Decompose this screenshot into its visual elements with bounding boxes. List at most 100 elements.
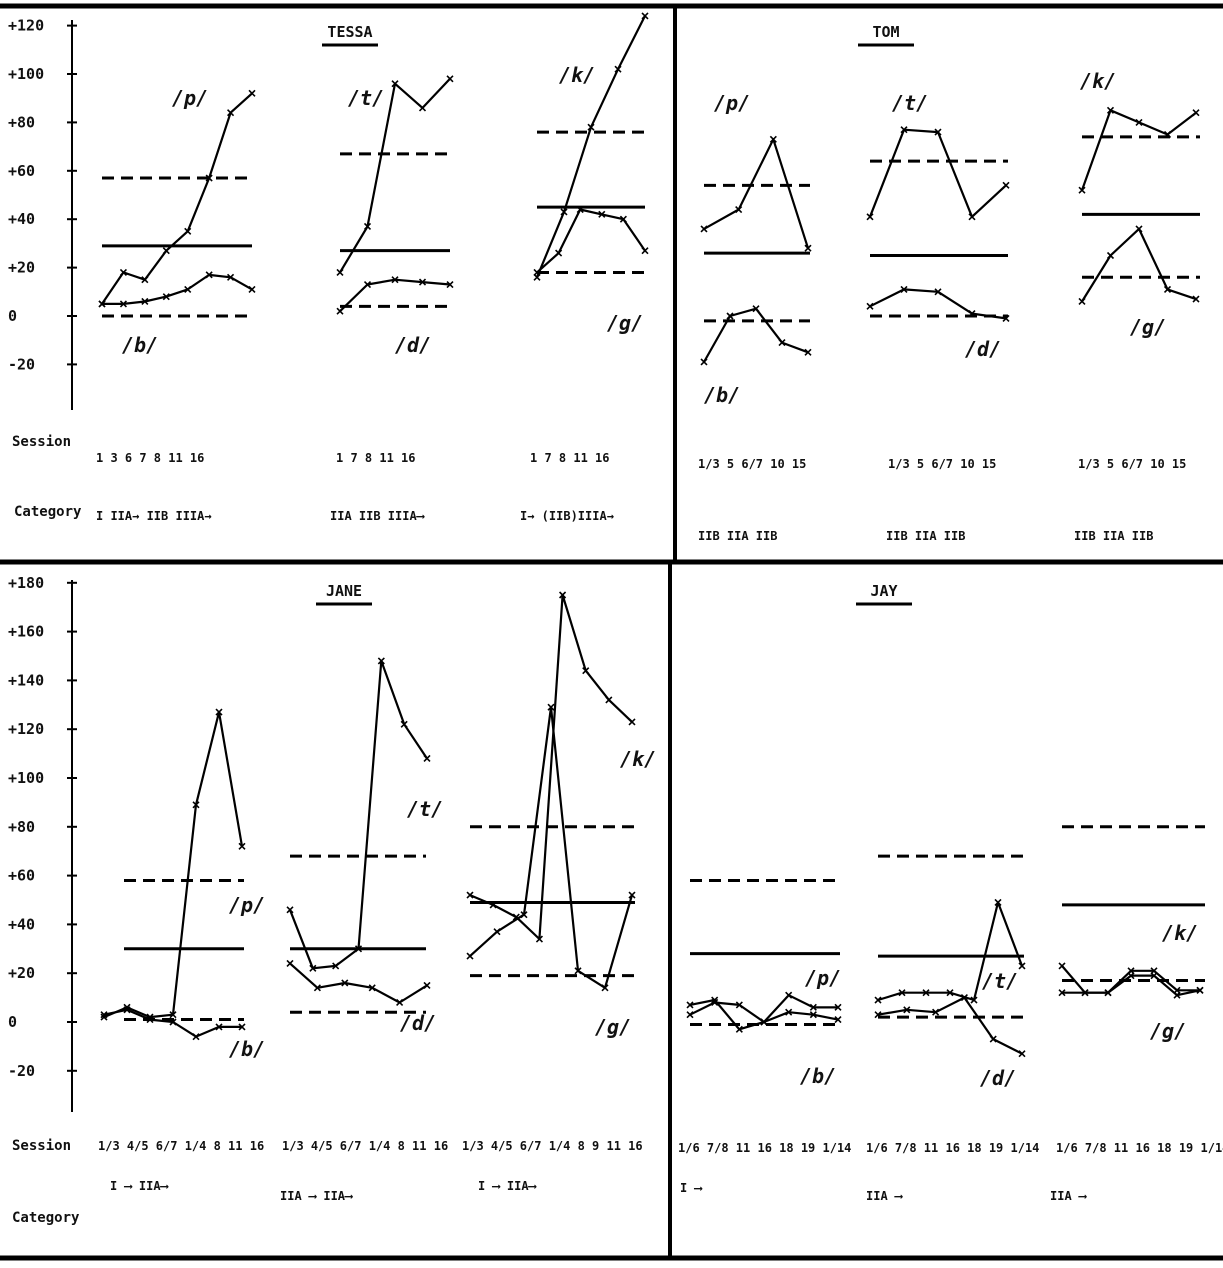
data-point-mark — [184, 285, 192, 293]
series-label: /b/ — [229, 1037, 265, 1061]
data-point-mark — [192, 1033, 200, 1041]
data-point-marker — [446, 280, 454, 289]
data-point-mark — [512, 913, 520, 921]
data-point-mark — [946, 989, 954, 997]
data-point-mark — [560, 208, 568, 216]
data-point-marker — [309, 964, 317, 972]
data-point-marker — [169, 1011, 177, 1019]
data-point-mark — [700, 358, 708, 366]
data-point-marker — [423, 754, 431, 763]
data-point-mark — [804, 244, 812, 252]
category-codes: IIA ⟶ — [866, 1189, 903, 1203]
data-point-marker — [1135, 225, 1143, 233]
data-point-mark — [922, 989, 930, 997]
data-point-mark — [466, 952, 474, 960]
data-point-marker — [354, 945, 363, 953]
data-point-mark — [574, 967, 582, 975]
data-point-marker — [587, 123, 595, 131]
data-point-mark — [866, 302, 874, 310]
data-point-marker — [286, 906, 294, 914]
data-point-mark — [391, 276, 399, 284]
data-point-mark — [466, 891, 474, 899]
data-point-mark — [587, 123, 595, 131]
series-line — [289, 962, 428, 1004]
y-tick-label: -20 — [8, 1062, 35, 1080]
subject-title: TESSA — [327, 23, 372, 41]
data-point-marker — [391, 276, 399, 284]
data-point-marker — [1018, 962, 1026, 970]
data-point-mark — [1078, 297, 1086, 306]
data-point-marker — [141, 276, 149, 284]
data-point-marker — [205, 271, 213, 279]
category-codes: I ⟶ IIA⟶ — [478, 1179, 537, 1193]
data-point-marker — [100, 1011, 108, 1019]
data-point-mark — [446, 75, 454, 83]
session-numbers: 1/3 4/5 6/7 1/4 8 11 16 — [98, 1139, 264, 1153]
data-point-marker — [423, 981, 431, 989]
data-point-mark — [533, 268, 541, 277]
data-point-mark — [192, 801, 200, 809]
data-point-marker — [238, 1023, 246, 1031]
y-tick-label: +180 — [8, 574, 44, 592]
y-tick-label: +80 — [8, 818, 35, 836]
data-point-marker — [547, 703, 555, 711]
subject-title: TOM — [872, 23, 899, 41]
data-point-mark — [493, 928, 501, 936]
data-point-mark — [377, 657, 385, 665]
data-point-mark — [1135, 118, 1143, 126]
data-point-mark — [169, 1018, 177, 1026]
y-tick-label: -20 — [8, 355, 35, 373]
data-point-marker — [162, 293, 170, 301]
data-point-marker — [769, 135, 777, 143]
data-point-marker — [700, 358, 708, 366]
data-point-marker — [1106, 106, 1115, 114]
series-line — [703, 307, 809, 363]
data-point-marker — [119, 300, 127, 308]
series-label: /t/ — [348, 86, 384, 110]
data-point-mark — [809, 1011, 817, 1019]
data-point-marker — [363, 222, 372, 231]
data-point-marker — [866, 302, 874, 310]
data-point-mark — [119, 300, 127, 308]
data-point-marker — [968, 213, 976, 221]
data-point-mark — [900, 285, 908, 293]
data-point-marker — [205, 174, 213, 182]
data-point-mark — [735, 1025, 743, 1033]
series-label: /t/ — [407, 797, 443, 821]
y-tick-label: +60 — [8, 162, 35, 180]
data-point-marker — [1078, 297, 1086, 306]
data-point-marker — [559, 591, 567, 599]
data-point-marker — [1163, 130, 1172, 139]
data-point-marker — [215, 1023, 223, 1031]
data-point-marker — [313, 984, 321, 992]
data-point-mark — [1150, 972, 1158, 980]
series-label: /b/ — [800, 1064, 836, 1088]
data-point-mark — [934, 288, 942, 296]
data-point-mark — [227, 109, 235, 117]
y-tick-label: +100 — [8, 769, 44, 787]
data-point-marker — [400, 720, 408, 728]
data-point-marker — [946, 989, 954, 997]
session-row-label: Session — [12, 1138, 71, 1154]
data-point-marker — [1163, 285, 1172, 293]
data-point-mark — [354, 945, 363, 953]
data-point-mark — [898, 989, 906, 997]
data-point-marker — [700, 225, 708, 233]
data-point-marker — [598, 210, 606, 218]
category-codes: I ⟶ — [680, 1181, 702, 1195]
data-point-mark — [874, 1011, 882, 1019]
y-tick-label: +140 — [8, 671, 44, 689]
session-numbers: 1/3 4/5 6/7 1/4 8 9 11 16 — [462, 1139, 643, 1153]
data-point-marker — [1058, 989, 1066, 997]
data-point-mark — [336, 307, 344, 315]
subject-title: JAY — [870, 582, 897, 600]
data-point-mark — [932, 1008, 940, 1016]
category-row-label: Category — [12, 1210, 80, 1226]
data-point-mark — [205, 271, 213, 279]
data-point-mark — [735, 1001, 743, 1009]
data-point-mark — [874, 996, 882, 1004]
data-point-mark — [418, 104, 427, 112]
data-point-marker — [286, 959, 294, 968]
